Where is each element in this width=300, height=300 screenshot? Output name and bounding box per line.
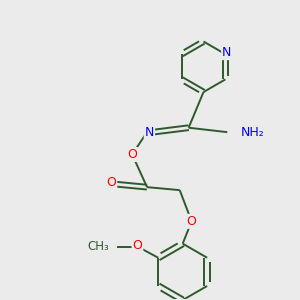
- Text: N: N: [145, 126, 154, 139]
- Text: CH₃: CH₃: [87, 240, 109, 253]
- Text: O: O: [133, 239, 142, 252]
- Text: O: O: [187, 215, 196, 228]
- Text: O: O: [127, 148, 137, 161]
- Text: O: O: [106, 176, 116, 189]
- Text: N: N: [222, 46, 232, 59]
- Text: NH₂: NH₂: [241, 126, 264, 139]
